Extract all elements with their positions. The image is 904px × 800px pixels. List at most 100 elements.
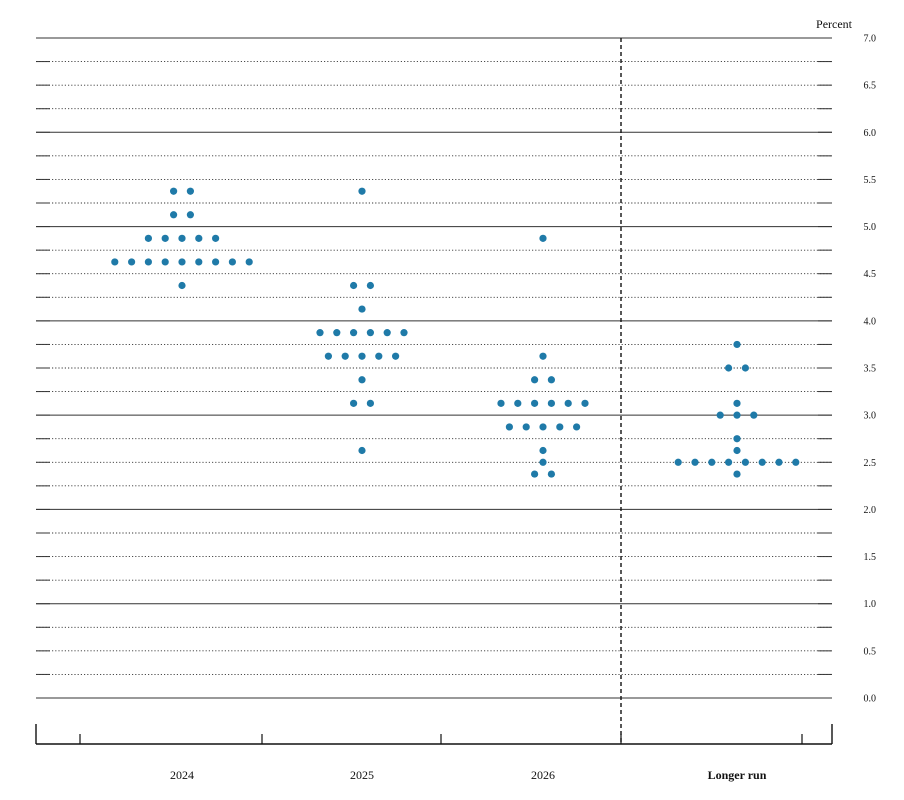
participant-dot [733, 340, 741, 349]
participant-dot [111, 258, 119, 266]
y-tick-label: 2.5 [864, 458, 877, 469]
participant-dot [564, 399, 572, 407]
participant-dot [758, 458, 766, 466]
participant-dot [178, 258, 186, 266]
y-tick-label: 6.5 [864, 81, 877, 92]
participant-dot [316, 329, 324, 337]
participant-dot [539, 352, 547, 360]
participant-dot [228, 258, 236, 266]
y-tick-label: 4.0 [864, 316, 877, 327]
x-category-label: 2025 [350, 768, 374, 782]
participant-dot [195, 258, 203, 266]
participant-dot [725, 458, 733, 466]
participant-dot [733, 399, 741, 407]
participant-dot [358, 187, 366, 195]
participant-dot [375, 352, 383, 360]
participant-dot [741, 364, 750, 372]
participant-dot [161, 258, 169, 266]
participant-dot [531, 470, 539, 478]
participant-dot [392, 352, 400, 360]
participant-dot [186, 211, 194, 219]
participant-dots [111, 187, 800, 478]
participant-dot [350, 329, 358, 337]
participant-dot [708, 458, 716, 466]
participant-dot [178, 234, 186, 242]
participant-dot [212, 234, 220, 242]
participant-dot [366, 329, 374, 337]
participant-dot [539, 446, 547, 455]
participant-dot [497, 399, 505, 407]
participant-dot [741, 458, 750, 466]
participant-dot [178, 281, 186, 290]
participant-dot [716, 411, 724, 419]
participant-dot [674, 458, 682, 466]
participant-dot [733, 435, 741, 443]
participant-dot [531, 376, 539, 384]
participant-dot [531, 399, 539, 407]
x-axis [35, 724, 833, 745]
participant-dot [212, 258, 220, 266]
participant-dot [725, 364, 733, 372]
participant-dot [750, 411, 758, 419]
y-tick-label: 3.5 [864, 364, 877, 375]
participant-dot [522, 423, 530, 431]
participant-dot [144, 234, 152, 242]
participant-dot [333, 329, 341, 337]
participant-dot [341, 352, 349, 360]
y-tick-label: 5.0 [864, 222, 877, 233]
y-tick-label: 7.0 [864, 34, 877, 45]
participant-dot [144, 258, 152, 266]
participant-dot [733, 470, 741, 478]
participant-dot [358, 446, 366, 455]
participant-dot [514, 399, 522, 407]
participant-dot [733, 446, 741, 455]
y-tick-label: 3.0 [864, 411, 877, 422]
y-tick-label: 4.5 [864, 269, 877, 280]
participant-dot [539, 234, 547, 242]
participant-dot [366, 281, 374, 290]
x-category-label: Longer run [708, 768, 767, 782]
x-category-label: 2026 [531, 768, 555, 782]
participant-dot [547, 376, 556, 384]
participant-dot [792, 458, 800, 466]
y-tick-label: 0.0 [864, 694, 877, 705]
y-tick-label: 2.0 [864, 505, 877, 516]
participant-dot [358, 305, 366, 313]
participant-dot [358, 352, 366, 360]
participant-dot [161, 234, 169, 242]
participant-dot [195, 234, 203, 242]
y-tick-label: 6.0 [864, 128, 877, 139]
gridlines [36, 37, 832, 699]
participant-dot [733, 411, 741, 419]
y-tick-label: 0.5 [864, 646, 877, 657]
x-axis-category-labels: 2024 2025 2026 Longer run [170, 768, 767, 782]
participant-dot [170, 211, 178, 219]
participant-dot [547, 470, 556, 478]
x-category-label: 2024 [170, 768, 194, 782]
participant-dot [245, 258, 253, 266]
participant-dot [358, 376, 366, 384]
participant-dot [170, 187, 178, 195]
participant-dot [350, 399, 358, 407]
participant-dot [324, 352, 332, 360]
y-axis-unit-label: Percent [816, 17, 853, 31]
participant-dot [775, 458, 783, 466]
participant-dot [556, 423, 564, 431]
participant-dot [581, 399, 589, 407]
participant-dot [539, 458, 547, 466]
y-tick-label: 1.0 [864, 599, 877, 610]
participant-dot [383, 329, 391, 337]
y-tick-label: 5.5 [864, 175, 877, 186]
participant-dot [366, 399, 374, 407]
participant-dot [186, 187, 194, 195]
participant-dot [539, 423, 547, 431]
participant-dot [547, 399, 556, 407]
participant-dot [505, 423, 513, 431]
participant-dot [573, 423, 581, 431]
participant-dot [400, 329, 408, 337]
participant-dot [128, 258, 136, 266]
y-axis-tick-labels: 0.0 0.5 1.0 1.5 2.0 2.5 3.0 3.5 4.0 4.5 5.0 5.5 6.0 6… [864, 34, 877, 705]
participant-dot [350, 281, 358, 290]
y-tick-label: 1.5 [864, 552, 877, 563]
